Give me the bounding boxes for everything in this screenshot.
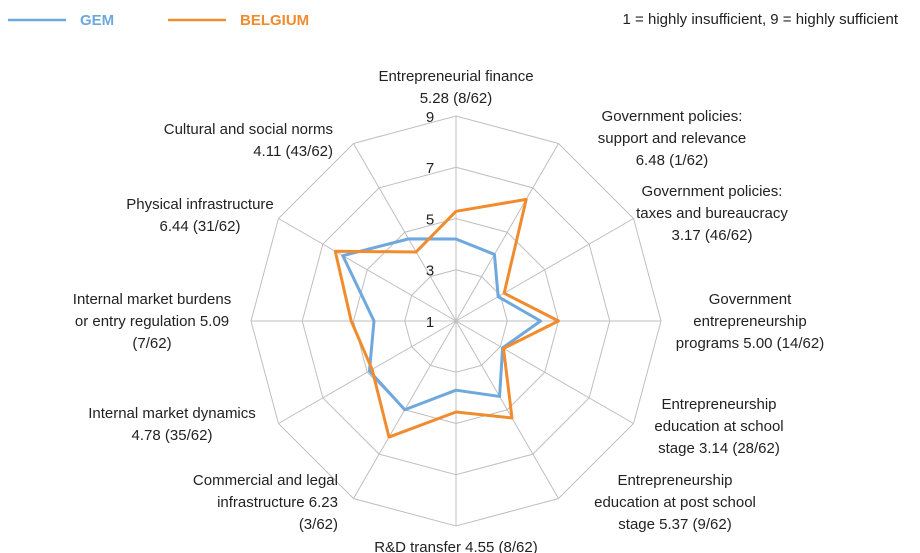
series-line	[333, 197, 560, 439]
axis-label: support and relevance	[598, 130, 746, 147]
axis-label: Physical infrastructure	[126, 196, 274, 213]
spoke	[353, 143, 457, 322]
r-tick-label: 5	[426, 211, 434, 228]
axis-label: or entry regulation 5.09	[75, 313, 229, 330]
spoke	[455, 320, 634, 424]
axis-label: 6.48 (1/62)	[636, 152, 709, 169]
legend-label: GEM	[80, 12, 114, 29]
axis-label: taxes and bureaucracy	[636, 205, 788, 222]
axis-label: Internal market burdens	[73, 291, 231, 308]
axis-label: (3/62)	[299, 516, 338, 533]
axis-label: Entrepreneurial finance	[378, 68, 533, 85]
axis-label: 5.28 (8/62)	[420, 90, 493, 107]
axis-label: stage 5.37 (9/62)	[618, 516, 731, 533]
scale-note: 1 = highly insufficient, 9 = highly suff…	[623, 11, 899, 28]
r-tick-label: 7	[426, 160, 434, 177]
spoke	[278, 320, 457, 424]
r-tick-label: 9	[426, 109, 434, 126]
spoke	[455, 218, 634, 322]
axis-label: Commercial and legal	[193, 472, 338, 489]
axis-label: infrastructure 6.23	[217, 494, 338, 511]
r-tick-label: 1	[426, 314, 434, 331]
axis-label: Government policies:	[642, 183, 783, 200]
spoke	[455, 320, 559, 499]
axis-label: education at post school	[594, 494, 756, 511]
axis-label: R&D transfer 4.55 (8/62)	[374, 539, 537, 553]
axis-label: stage 3.14 (28/62)	[658, 440, 780, 457]
spoke	[278, 218, 457, 322]
legend-label: BELGIUM	[240, 12, 309, 29]
axis-label: programs 5.00 (14/62)	[676, 335, 824, 352]
axis-label: Entrepreneurship	[617, 472, 732, 489]
series-line	[341, 237, 543, 412]
axis-label: Internal market dynamics	[88, 405, 256, 422]
axis-label: education at school	[654, 418, 783, 435]
axis-label: entrepreneurship	[693, 313, 806, 330]
axis-label: Government policies:	[602, 108, 743, 125]
axis-label: 3.17 (46/62)	[672, 227, 753, 244]
axis-label: 6.44 (31/62)	[160, 218, 241, 235]
axis-label: Cultural and social norms	[164, 121, 333, 138]
r-tick-label: 3	[426, 263, 434, 280]
axis-label: (7/62)	[132, 335, 171, 352]
axis-label: Entrepreneurship	[661, 396, 776, 413]
axis-label: 4.11 (43/62)	[253, 143, 333, 160]
spoke	[455, 143, 559, 322]
axis-label: Government	[709, 291, 792, 308]
axis-label: 4.78 (35/62)	[132, 427, 213, 444]
